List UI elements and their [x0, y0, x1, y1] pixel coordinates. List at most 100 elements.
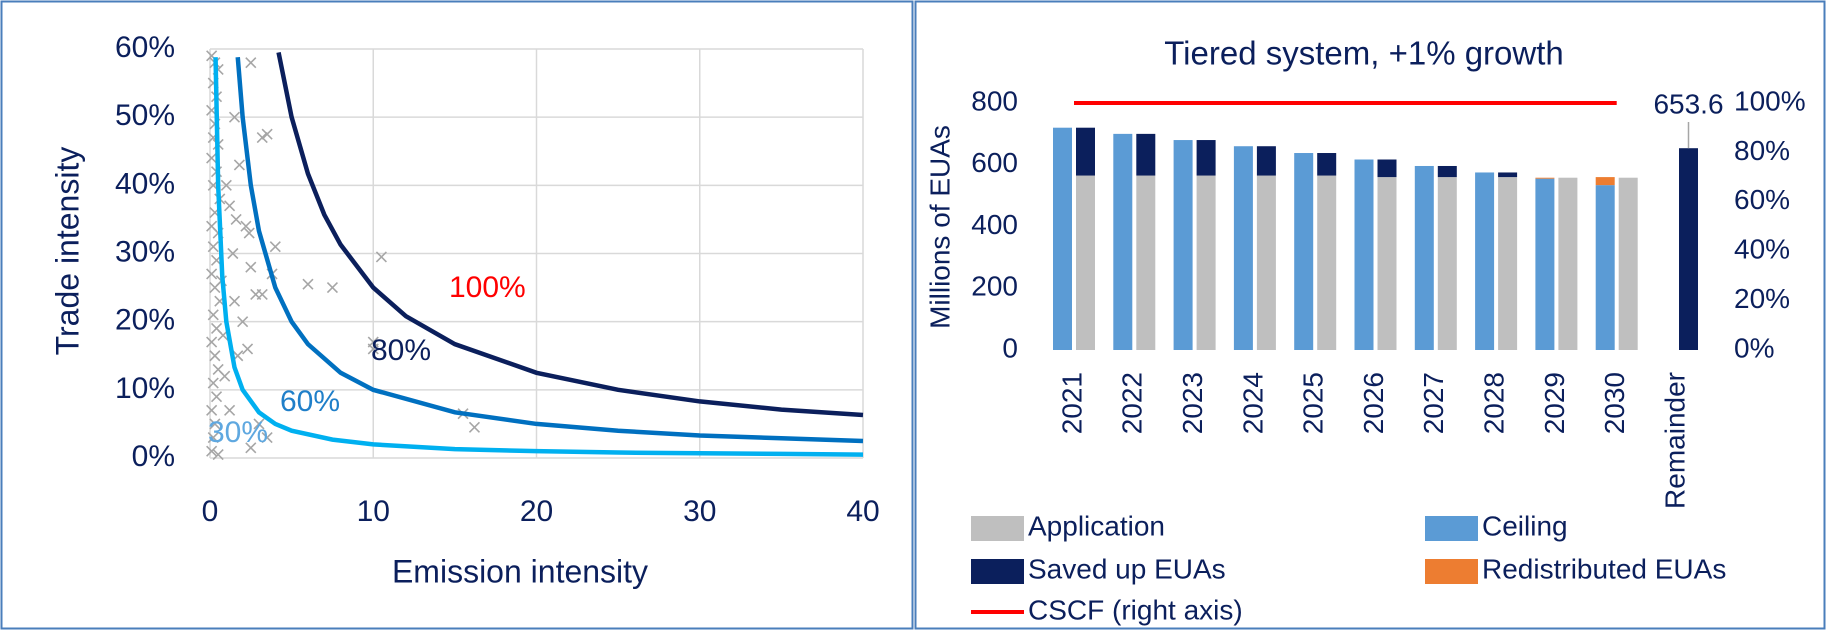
bar [1498, 177, 1518, 350]
scatter-point [220, 179, 232, 191]
x-tick-label: 2021 [1056, 372, 1087, 434]
bar [1437, 165, 1457, 178]
bar [1294, 153, 1314, 350]
bar [1595, 177, 1615, 186]
scatter-point [253, 418, 265, 430]
bar [1196, 140, 1216, 176]
x-tick-label: 40 [846, 495, 879, 528]
scatter-point [206, 404, 218, 416]
bar [1076, 127, 1095, 176]
annotation: 80% [371, 334, 431, 367]
legend-label: Application [1028, 510, 1165, 541]
scatter-point [375, 251, 387, 263]
curve [235, 56, 864, 444]
y-tick-label: 40% [115, 167, 175, 200]
bar [1535, 177, 1555, 179]
y-tick-label: 600 [971, 147, 1018, 178]
y-tick-label: 400 [971, 209, 1018, 240]
scatter-point [206, 152, 218, 164]
legend-label: Saved up EUAs [1028, 553, 1226, 584]
annotation: 100% [449, 271, 526, 304]
scatter-point [207, 241, 219, 253]
bar [1475, 172, 1495, 350]
x-tick-label: 20 [520, 495, 553, 528]
scatter-point [233, 159, 245, 171]
bar [1535, 178, 1555, 350]
y2-tick-label: 20% [1734, 283, 1790, 314]
scatter-point [206, 336, 218, 348]
scatter-point [240, 220, 252, 232]
scatter-point [206, 268, 218, 280]
scatter-point [219, 370, 231, 382]
x-tick-label: 0 [202, 495, 219, 528]
bar [1196, 175, 1216, 350]
y2-tick-label: 40% [1734, 234, 1790, 265]
legend-swatch [1425, 559, 1478, 584]
chart-title: Tiered system, +1% growth [1164, 35, 1564, 72]
x-tick-label: 2026 [1358, 372, 1389, 434]
bar [1076, 175, 1095, 350]
y-tick-label: 60% [115, 31, 175, 64]
legend-swatch [1425, 516, 1478, 541]
scatter-point [224, 200, 236, 212]
scatter-point [230, 213, 242, 225]
scatter-point [207, 309, 219, 321]
scatter-point [302, 278, 314, 290]
x-axis-title: Emission intensity [392, 553, 648, 589]
bar [1618, 177, 1638, 350]
x-tick-label: 2022 [1117, 372, 1148, 434]
legend-label: Redistributed EUAs [1482, 553, 1726, 584]
bar [1256, 175, 1276, 350]
y-axis-title: Millions of EUAs [924, 125, 955, 329]
scatter-point [207, 377, 219, 389]
bar [1498, 172, 1518, 178]
legend-label: Ceiling [1482, 510, 1568, 541]
bar [1679, 148, 1698, 350]
scatter-point [209, 418, 221, 430]
x-tick-label: 2029 [1539, 372, 1570, 434]
scatter-point [243, 227, 255, 239]
scatter-point [209, 350, 221, 362]
bar [1053, 127, 1072, 350]
x-tick-label: 2027 [1418, 372, 1449, 434]
scatter-point [212, 449, 224, 461]
scatter-point [206, 445, 218, 457]
scatter-point [228, 295, 241, 307]
x-tick-label: 2025 [1298, 372, 1329, 434]
legend-label: CSCF (right axis) [1028, 594, 1243, 625]
x-tick-label: 2028 [1478, 372, 1509, 434]
data-label: 653.6 [1653, 88, 1723, 119]
x-tick-label: Remainder [1659, 372, 1690, 509]
y2-tick-label: 100% [1734, 85, 1806, 116]
bar [1377, 159, 1397, 178]
annotation: 30% [208, 416, 268, 449]
scatter-point [207, 431, 219, 444]
scatter-point [468, 421, 481, 433]
scatter-point [269, 241, 281, 253]
legend-swatch [971, 516, 1024, 541]
y-tick-label: 800 [971, 85, 1018, 116]
y-tick-label: 0% [132, 440, 175, 473]
curve [213, 57, 864, 457]
bar [1113, 133, 1133, 350]
scatter-point [227, 247, 239, 260]
y-tick-label: 200 [971, 271, 1018, 302]
scatter-point [245, 442, 257, 454]
annotation: 60% [280, 385, 340, 418]
x-tick-label: 30 [683, 495, 716, 528]
bar [1256, 146, 1276, 176]
scatter-point [228, 111, 241, 123]
bar [1173, 140, 1193, 350]
bar [1136, 175, 1156, 350]
y2-tick-label: 80% [1734, 135, 1790, 166]
bar [1414, 165, 1434, 350]
scatter-point [261, 431, 273, 444]
scatter-point [241, 343, 254, 355]
scatter-point [256, 132, 268, 144]
x-tick-label: 2023 [1177, 372, 1208, 434]
x-tick-label: 10 [357, 495, 390, 528]
y-tick-label: 30% [115, 235, 175, 268]
scatter-point [245, 261, 257, 273]
bar [1595, 185, 1615, 350]
